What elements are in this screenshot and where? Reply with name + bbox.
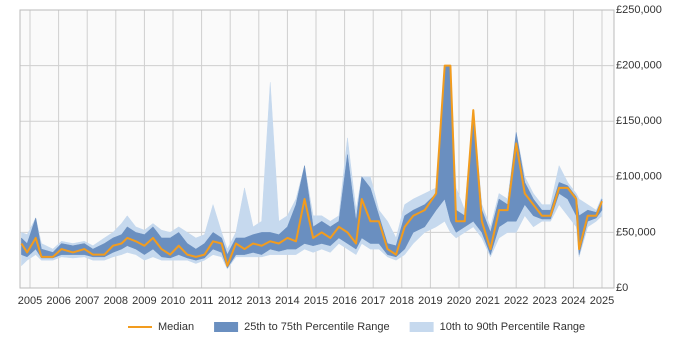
x-tick-label: 2016 [332,295,356,307]
legend-label: Median [158,321,194,333]
y-tick-label: £150,000 [616,115,662,127]
x-tick-label: 2018 [390,295,414,307]
x-tick-label: 2011 [190,295,214,307]
y-tick-label: £200,000 [616,60,662,72]
y-tick-label: £50,000 [616,226,656,238]
x-tick-label: 2013 [247,295,271,307]
x-tick-label: 2010 [161,295,185,307]
legend-label: 25th to 75th Percentile Range [244,321,390,333]
legend-swatch [214,322,239,332]
x-tick-label: 2022 [504,295,528,307]
x-tick-label: 2025 [590,295,614,307]
x-tick-label: 2020 [447,295,471,307]
x-tick-label: 2019 [418,295,442,307]
x-tick-label: 2015 [304,295,328,307]
x-tick-label: 2006 [46,295,70,307]
x-tick-label: 2021 [475,295,499,307]
x-tick-label: 2017 [361,295,385,307]
x-tick-label: 2005 [18,295,42,307]
x-tick-label: 2024 [561,295,585,307]
x-tick-label: 2009 [132,295,156,307]
x-tick-label: 2008 [104,295,128,307]
legend-swatch [409,322,434,332]
x-tick-label: 2014 [275,295,299,307]
x-tick-label: 2023 [533,295,557,307]
y-tick-label: £0 [616,282,628,294]
median-line [20,64,603,267]
legend-label: 10th to 90th Percentile Range [440,321,586,333]
x-tick-label: 2007 [75,295,99,307]
plot-border [19,9,615,289]
y-tick-label: £250,000 [616,4,662,16]
x-tick-label: 2012 [218,295,242,307]
y-tick-label: £100,000 [616,171,662,183]
